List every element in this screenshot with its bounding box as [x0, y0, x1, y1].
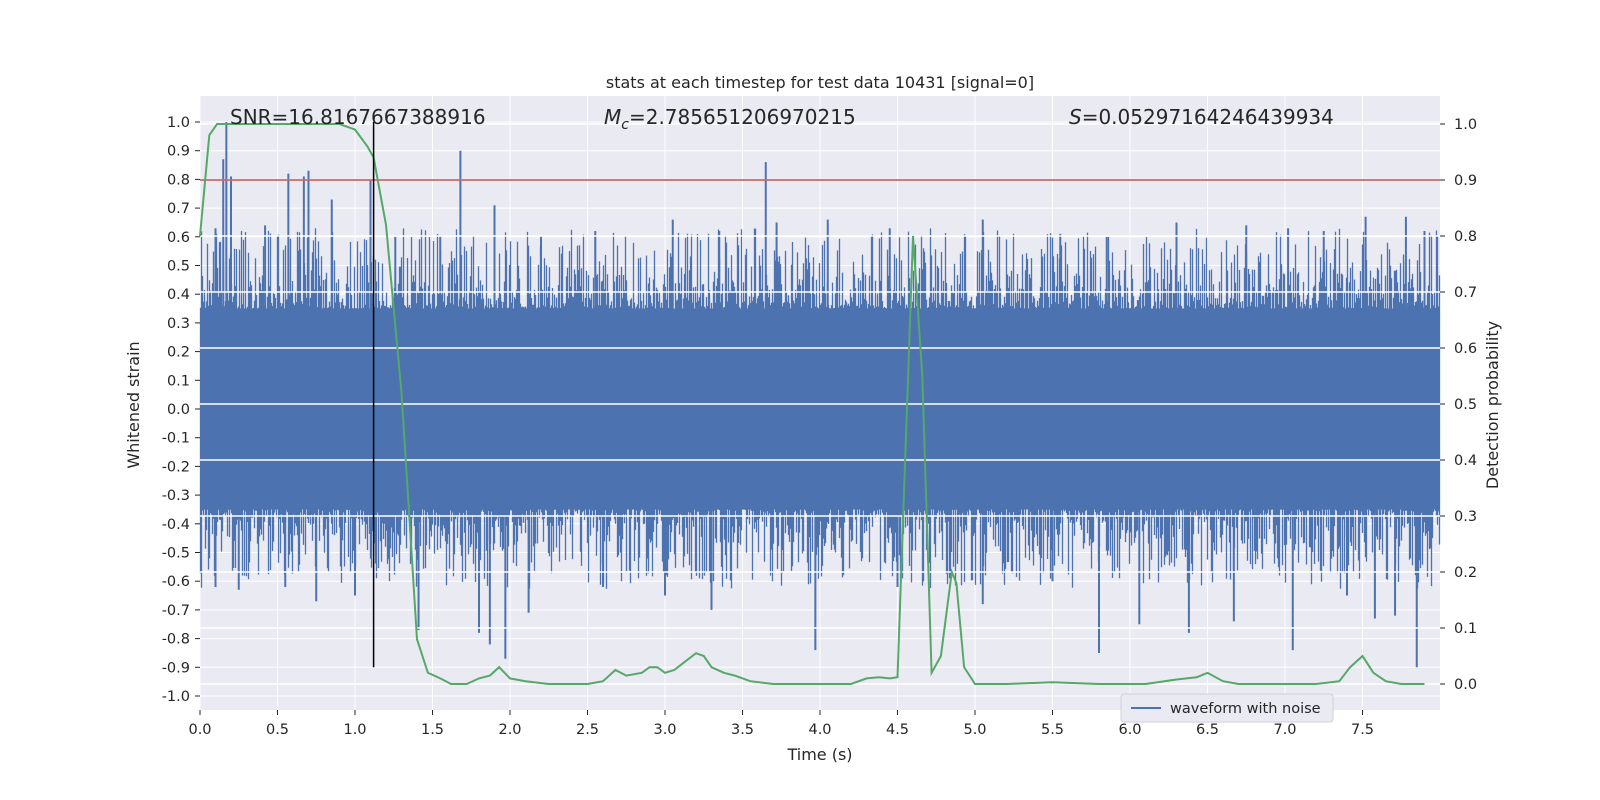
y-tick-label-left-16: 0.6 — [167, 230, 190, 246]
y-tick-label-right-3: 0.3 — [1454, 509, 1477, 525]
y-tick-label-left-14: 0.4 — [167, 287, 190, 303]
x-tick-label-9: 4.5 — [886, 722, 909, 738]
y-tick-label-left-10: 0.0 — [167, 402, 190, 418]
y-tick-label-left-11: 0.1 — [167, 373, 190, 389]
mc-subscript: c — [621, 117, 629, 133]
y-tick-label-right-4: 0.4 — [1454, 453, 1477, 469]
y-tick-label-left-15: 0.5 — [167, 259, 190, 275]
y-tick-labels-right: 0.0 0.1 0.2 0.3 0.4 0.5 0.6 0.7 0.8 0.9 1.0 — [1440, 117, 1477, 693]
chirp-mass-annotation: Mc=2.785651206970215 — [604, 105, 856, 133]
x-tick-label-13: 6.5 — [1196, 722, 1219, 738]
x-axis-label: Time (s) — [786, 745, 852, 764]
y-tick-label-left-18: 0.8 — [167, 172, 190, 188]
x-tick-labels: 0.0 0.5 1.0 1.5 2.0 2.5 3.0 3.5 4.0 4.5 5.0 5.5 6.0 6… — [188, 710, 1374, 738]
x-tick-label-2: 1.0 — [343, 722, 366, 738]
y-tick-label-right-1: 0.1 — [1454, 621, 1477, 637]
y-tick-label-right-0: 0.0 — [1454, 677, 1477, 693]
x-tick-label-4: 2.0 — [498, 722, 521, 738]
x-tick-label-3: 1.5 — [421, 722, 444, 738]
y-tick-labels-left: -1.0 -0.9 -0.8 -0.7 -0.6 -0.5 -0.4 -0.3 -0.2 -0.1… — [162, 115, 200, 705]
y-tick-label-left-9: -0.1 — [162, 431, 190, 447]
y-tick-label-left-13: 0.3 — [167, 316, 190, 332]
y-tick-label-left-3: -0.7 — [162, 603, 190, 619]
s-value: =0.05297164246439934 — [1082, 105, 1334, 129]
x-tick-label-7: 3.5 — [731, 722, 754, 738]
detection-probability-line — [199, 123, 1425, 685]
x-tick-label-10: 5.0 — [963, 722, 986, 738]
x-tick-label-14: 7.0 — [1273, 722, 1296, 738]
y-tick-label-left-19: 0.9 — [167, 144, 190, 160]
y-tick-label-left-12: 0.2 — [167, 345, 190, 361]
y-tick-label-left-5: -0.5 — [162, 546, 190, 562]
y-tick-label-right-8: 0.8 — [1454, 229, 1477, 245]
legend: waveform with noise — [1120, 693, 1334, 723]
y-tick-label-right-6: 0.6 — [1454, 341, 1477, 357]
y-tick-label-right-2: 0.2 — [1454, 565, 1477, 581]
x-tick-label-1: 0.5 — [266, 722, 289, 738]
x-tick-label-15: 7.5 — [1351, 722, 1374, 738]
legend-box — [1120, 693, 1334, 723]
y-tick-label-right-7: 0.7 — [1454, 285, 1477, 301]
y-tick-label-left-2: -0.8 — [162, 632, 190, 648]
x-tick-label-6: 3.0 — [653, 722, 676, 738]
s-symbol: S — [1069, 105, 1082, 129]
y-tick-label-left-8: -0.2 — [162, 459, 190, 475]
y-tick-label-left-4: -0.6 — [162, 574, 190, 590]
y-tick-label-right-5: 0.5 — [1454, 397, 1477, 413]
x-tick-label-12: 6.0 — [1118, 722, 1141, 738]
y-tick-label-left-20: 1.0 — [167, 115, 190, 131]
y-tick-label-left-17: 0.7 — [167, 201, 190, 217]
legend-entry-waveform: waveform with noise — [1170, 701, 1321, 717]
y-tick-label-left-1: -0.9 — [162, 660, 190, 676]
y-tick-label-right-10: 1.0 — [1454, 117, 1477, 133]
x-tick-label-5: 2.5 — [576, 722, 599, 738]
y-tick-label-left-0: -1.0 — [162, 689, 190, 705]
y-axis-label-left: Whitened strain — [124, 341, 143, 468]
y-tick-label-left-7: -0.3 — [162, 488, 190, 504]
mc-symbol: M — [604, 105, 621, 129]
x-tick-label-8: 4.0 — [808, 722, 831, 738]
y-tick-label-right-9: 0.9 — [1454, 173, 1477, 189]
x-tick-label-11: 5.5 — [1041, 722, 1064, 738]
y-tick-label-left-6: -0.4 — [162, 517, 190, 533]
x-tick-label-0: 0.0 — [188, 722, 211, 738]
chart-title: stats at each timestep for test data 104… — [606, 73, 1034, 92]
y-axis-label-right: Detection probability — [1483, 321, 1502, 489]
mc-value: =2.785651206970215 — [629, 105, 856, 129]
s-annotation: S=0.05297164246439934 — [1069, 105, 1334, 129]
snr-annotation: SNR=16.8167667388916 — [230, 105, 486, 129]
